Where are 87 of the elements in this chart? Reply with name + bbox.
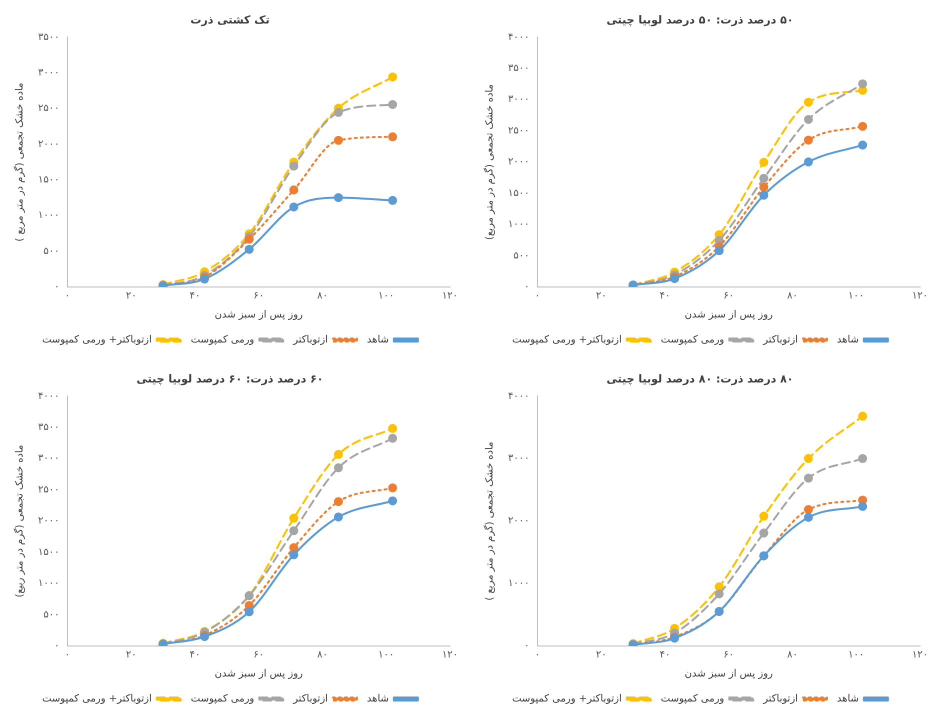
x-tick-label: ۴۰ — [660, 650, 670, 661]
y-tick-label: ۲۵۰۰ — [38, 484, 60, 496]
legend-label: ازتوباکتر — [292, 334, 328, 346]
y-tick-label: ۳۵۰۰ — [38, 32, 60, 43]
x-tick-label: ۴۰ — [190, 650, 200, 661]
chart-title: ۶۰ درصد ذرت: ۶۰ درصد لوبیا چیتی — [136, 372, 324, 386]
x-tick-label: ۶۰ — [253, 650, 264, 661]
legend-label: ازتوباکتر — [292, 694, 328, 705]
x-tick-label: ۱۰۰ — [378, 650, 394, 661]
x-tick-label: ۴۰ — [660, 290, 670, 302]
y-tick-label: ۳۰۰۰ — [508, 453, 530, 464]
x-tick-label: ۲۰ — [596, 290, 607, 302]
x-tick-label: ۰ — [534, 290, 540, 302]
x-tick-label: ۴۰ — [190, 290, 200, 302]
x-axis-title: روز پس از سبز شدن — [684, 668, 774, 680]
y-tick-label: ۰ — [54, 640, 60, 652]
x-tick-label: ۱۰۰ — [848, 650, 864, 661]
y-tick-label: ۳۰۰۰ — [508, 94, 530, 106]
legend-label: ورمی کمپوست — [190, 334, 254, 346]
legend-label: ورمی کمپوست — [660, 334, 724, 346]
y-axis-title: ماده خشک تجمعی (گرم در متر ربیع) — [14, 444, 26, 598]
x-axis-title: روز پس از سبز شدن — [684, 310, 774, 321]
x-tick-label: ۶۰ — [253, 290, 264, 302]
y-tick-label: ۱۰۰۰ — [38, 210, 60, 222]
y-tick-label: ۱۰۰۰ — [508, 578, 530, 590]
y-axis-title: ماده خشک تجمعی (گرم در متر مربع ) — [14, 82, 26, 242]
x-tick-label: ۸۰ — [317, 290, 328, 302]
y-tick-label: ۴۰۰۰ — [508, 32, 530, 43]
y-tick-label: ۳۰۰۰ — [38, 453, 60, 464]
x-tick-label: ۶۰ — [723, 290, 734, 302]
x-tick-label: ۰ — [534, 650, 540, 661]
x-tick-label: ۲۰ — [126, 290, 137, 302]
x-tick-label: ۶۰ — [723, 650, 734, 661]
x-tick-label: ۱۲۰ — [912, 290, 928, 302]
y-tick-label: ۱۰۰۰ — [508, 219, 530, 230]
y-tick-label: ۳۰۰۰ — [38, 67, 60, 78]
legend-label: ازتوباکتر+ ورمی کمپوست — [512, 694, 622, 705]
x-axis-title: روز پس از سبز شدن — [214, 310, 304, 321]
x-tick-label: ۱۲۰ — [912, 650, 928, 661]
legend-label: ازتوباکتر — [762, 694, 798, 705]
y-tick-label: ۲۰۰۰ — [508, 516, 530, 527]
y-tick-label: ۱۵۰۰ — [38, 174, 60, 186]
x-tick-label: ۱۰۰ — [378, 290, 394, 302]
y-axis-title: ماده خشک تجمعی (گرم در متر مربع ) — [484, 442, 496, 601]
y-tick-label: ۰ — [524, 282, 530, 293]
legend-label: ازتوباکتر — [762, 334, 798, 346]
legend-label: ازتوباکتر+ ورمی کمپوست — [42, 334, 152, 346]
legend-label: شاهد — [836, 334, 859, 346]
x-tick-label: ۸۰ — [787, 650, 798, 661]
y-tick-label: ۲۰۰۰ — [38, 516, 60, 527]
legend-label: شاهد — [366, 694, 389, 705]
x-tick-label: ۲۰ — [126, 650, 137, 661]
legend-label: ازتوباکتر+ ورمی کمپوست — [42, 694, 152, 705]
x-tick-label: ۸۰ — [317, 650, 328, 661]
chart-title: ۵۰ درصد ذرت: ۵۰ درصد لوبیا چیتی — [606, 13, 794, 26]
y-tick-label: ۲۰۰۰ — [508, 156, 530, 168]
y-axis-title: ماده خشک تجمعی (گرم در متر مربع) — [484, 84, 496, 240]
y-tick-label: ۱۰۰۰ — [38, 578, 60, 590]
x-tick-label: ۲۰ — [596, 650, 607, 661]
y-tick-label: ۵۰۰ — [43, 609, 60, 620]
x-axis-title: روز پس از سبز شدن — [214, 668, 304, 680]
legend-label: شاهد — [836, 694, 859, 705]
y-tick-label: ۵۰۰ — [513, 250, 530, 262]
y-tick-label: ۵۰۰ — [43, 246, 60, 257]
x-tick-label: ۱۲۰ — [442, 290, 458, 302]
x-tick-label: ۱۲۰ — [442, 650, 458, 661]
y-tick-label: ۴۰۰۰ — [508, 390, 530, 402]
x-tick-label: ۰ — [64, 650, 70, 661]
y-tick-label: ۲۰۰۰ — [38, 138, 60, 150]
y-tick-label: ۱۵۰۰ — [508, 188, 530, 199]
x-tick-label: ۸۰ — [787, 290, 798, 302]
y-tick-label: ۳۵۰۰ — [508, 63, 530, 74]
legend-label: ازتوباکتر+ ورمی کمپوست — [512, 334, 622, 346]
x-tick-label: ۰ — [64, 290, 70, 302]
legend-label: ورمی کمپوست — [190, 694, 254, 705]
y-tick-label: ۲۵۰۰ — [38, 103, 60, 114]
legend-label: ورمی کمپوست — [660, 694, 724, 705]
x-tick-label: ۱۰۰ — [848, 290, 864, 302]
y-tick-label: ۲۵۰۰ — [508, 125, 530, 136]
y-tick-label: ۰ — [524, 640, 530, 652]
legend-label: شاهد — [366, 334, 389, 346]
chart-title: تک کشتی ذرت — [190, 13, 270, 26]
y-tick-label: ۰ — [54, 282, 60, 293]
y-tick-label: ۴۰۰۰ — [38, 390, 60, 402]
y-tick-label: ۱۵۰۰ — [38, 546, 60, 558]
y-tick-label: ۳۵۰۰ — [38, 422, 60, 434]
chart-title: ۸۰ درصد ذرت: ۸۰ درصد لوبیا چیتی — [606, 372, 794, 386]
